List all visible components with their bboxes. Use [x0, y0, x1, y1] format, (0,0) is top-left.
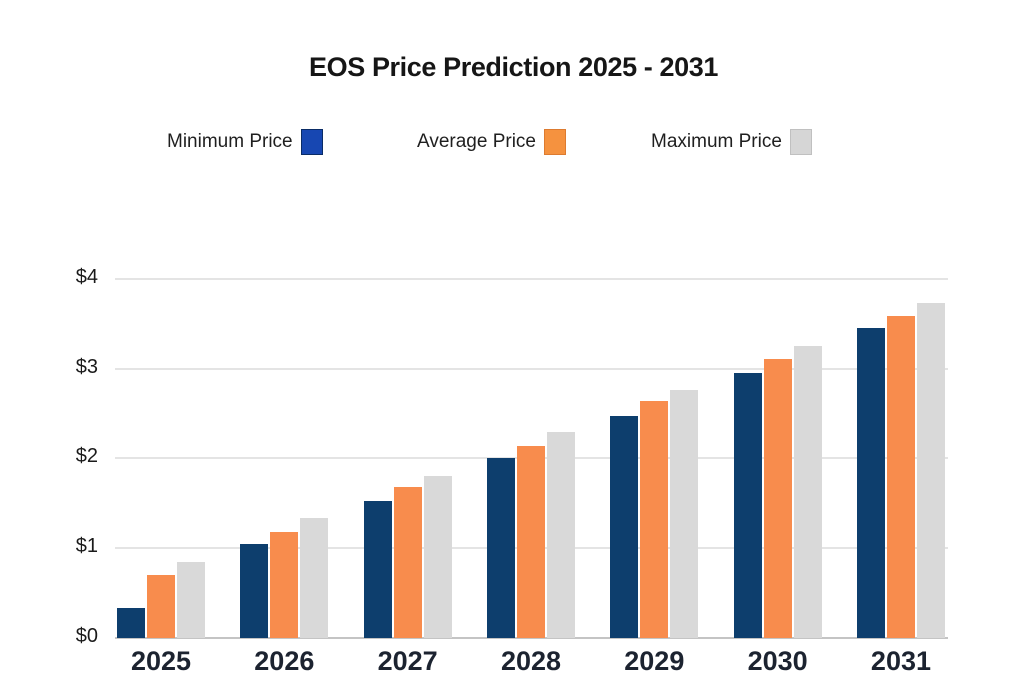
y-tick-label: $1	[75, 535, 98, 558]
y-tick-label: $2	[75, 445, 98, 468]
bar-minimum-price-2027	[363, 500, 392, 638]
y-tick-label: $0	[75, 625, 98, 647]
bar-average-price-2025	[147, 575, 175, 638]
gridline	[115, 277, 948, 280]
x-tick-label-2027: 2027	[377, 646, 438, 676]
bar-average-price-2027	[393, 487, 422, 638]
bar-maximum-price-2028	[546, 432, 575, 638]
x-tick-label-2028: 2028	[500, 646, 562, 676]
bar-average-price-2029	[640, 400, 669, 638]
bar-minimum-price-2031	[856, 328, 885, 638]
bar-maximum-price-2029	[670, 390, 699, 638]
x-tick-label-2029: 2029	[624, 646, 685, 676]
legend-swatch-average-price	[544, 129, 566, 155]
bar-maximum-price-2031	[916, 303, 945, 638]
legend-label-maximum-price: Maximum Price	[651, 131, 782, 152]
x-axis-line	[115, 637, 948, 639]
legend-item-maximum-price: Maximum Price	[651, 127, 812, 157]
bar-average-price-2030	[763, 358, 792, 638]
bar-maximum-price-2030	[793, 346, 822, 638]
x-tick-label-2030: 2030	[747, 646, 808, 676]
legend-swatch-minimum-price	[300, 129, 323, 155]
legend-item-minimum-price: Minimum Price	[167, 127, 323, 157]
legend-swatch-maximum-price	[789, 129, 812, 155]
legend-label-minimum-price: Minimum Price	[167, 131, 293, 152]
bar-average-price-2031	[886, 315, 915, 638]
y-tick-label: $4	[75, 265, 98, 288]
gridline	[115, 367, 948, 370]
bar-minimum-price-2025	[117, 608, 145, 638]
y-tick-label: $3	[75, 355, 98, 378]
bar-maximum-price-2025	[177, 561, 205, 638]
legend-item-average-price: Average Price	[417, 127, 566, 157]
chart-title: EOS Price Prediction 2025 - 2031	[309, 52, 718, 82]
bar-average-price-2028	[516, 445, 545, 638]
bar-minimum-price-2029	[610, 416, 639, 638]
x-tick-label-2031: 2031	[870, 646, 931, 676]
bar-minimum-price-2030	[733, 373, 762, 638]
bar-average-price-2026	[270, 532, 299, 638]
bar-minimum-price-2026	[240, 543, 269, 638]
bar-maximum-price-2026	[300, 517, 329, 638]
bar-maximum-price-2027	[423, 476, 452, 638]
x-tick-label-2025: 2025	[130, 646, 192, 676]
legend-label-average-price: Average Price	[417, 131, 536, 152]
bar-minimum-price-2028	[486, 458, 515, 638]
x-tick-label-2026: 2026	[254, 646, 315, 676]
